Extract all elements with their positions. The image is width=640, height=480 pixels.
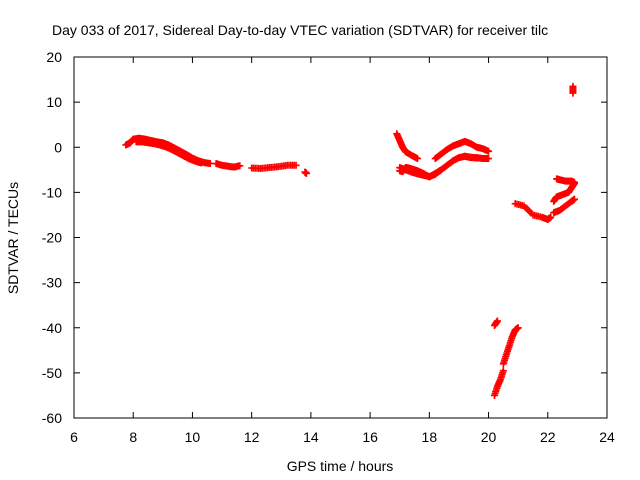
series-track-2 <box>132 138 205 167</box>
x-tick-label: 24 <box>599 429 615 445</box>
data-point <box>570 178 578 186</box>
data-point <box>302 169 310 177</box>
x-axis-label: GPS time / hours <box>287 458 394 474</box>
data-point <box>206 159 214 167</box>
chart-title: Day 033 of 2017, Sidereal Day-to-day VTE… <box>52 22 548 38</box>
x-tick-label: 8 <box>129 429 137 445</box>
y-axis-label: SDTVAR / TECUs <box>5 182 21 294</box>
series-track-13 <box>499 324 522 368</box>
x-tick-label: 10 <box>185 429 201 445</box>
x-tick-label: 16 <box>362 429 378 445</box>
y-tick-label: -10 <box>42 184 62 200</box>
y-tick-label: -40 <box>42 320 62 336</box>
data-point <box>570 195 578 203</box>
y-tick-label: 10 <box>46 94 62 110</box>
y-tick-label: 0 <box>54 139 62 155</box>
data-points <box>122 82 578 399</box>
data-point <box>493 317 501 325</box>
data-point <box>197 159 205 167</box>
series-track-3 <box>212 159 244 171</box>
series-track-4 <box>248 161 300 172</box>
series-track-6 <box>393 130 421 163</box>
y-tick-label: -20 <box>42 230 62 246</box>
series-track-10 <box>461 152 493 163</box>
axis-tick-labels: 6 8 10 12 14 16 18 20 22 24 -60 -50 -40 -30 -20 -10 0 10 2… <box>42 49 615 445</box>
series-track-12 <box>490 367 507 399</box>
series-track-5 <box>301 168 310 177</box>
y-tick-label: -60 <box>42 410 62 426</box>
data-point <box>485 147 493 155</box>
x-tick-label: 20 <box>481 429 497 445</box>
data-point <box>292 161 300 169</box>
y-tick-label: -50 <box>42 365 62 381</box>
axis-ticks <box>73 56 608 419</box>
y-tick-label: -30 <box>42 275 62 291</box>
x-tick-label: 18 <box>422 429 438 445</box>
data-point <box>569 82 577 90</box>
series-track-9 <box>431 137 493 163</box>
x-tick-label: 14 <box>303 429 319 445</box>
series-track-16 <box>550 179 578 205</box>
series-track-14 <box>511 200 555 223</box>
data-point <box>547 213 555 221</box>
series-track-17 <box>553 175 578 186</box>
x-tick-label: 22 <box>540 429 556 445</box>
data-point <box>499 367 507 375</box>
series-track-18 <box>569 82 577 97</box>
series-track-15 <box>550 195 578 217</box>
x-tick-label: 6 <box>70 429 78 445</box>
data-point <box>514 324 522 332</box>
data-point <box>413 155 421 163</box>
x-tick-label: 12 <box>244 429 260 445</box>
data-point <box>485 155 493 163</box>
y-tick-label: 20 <box>46 49 62 65</box>
series-track-11 <box>490 317 501 329</box>
data-point <box>236 162 244 170</box>
